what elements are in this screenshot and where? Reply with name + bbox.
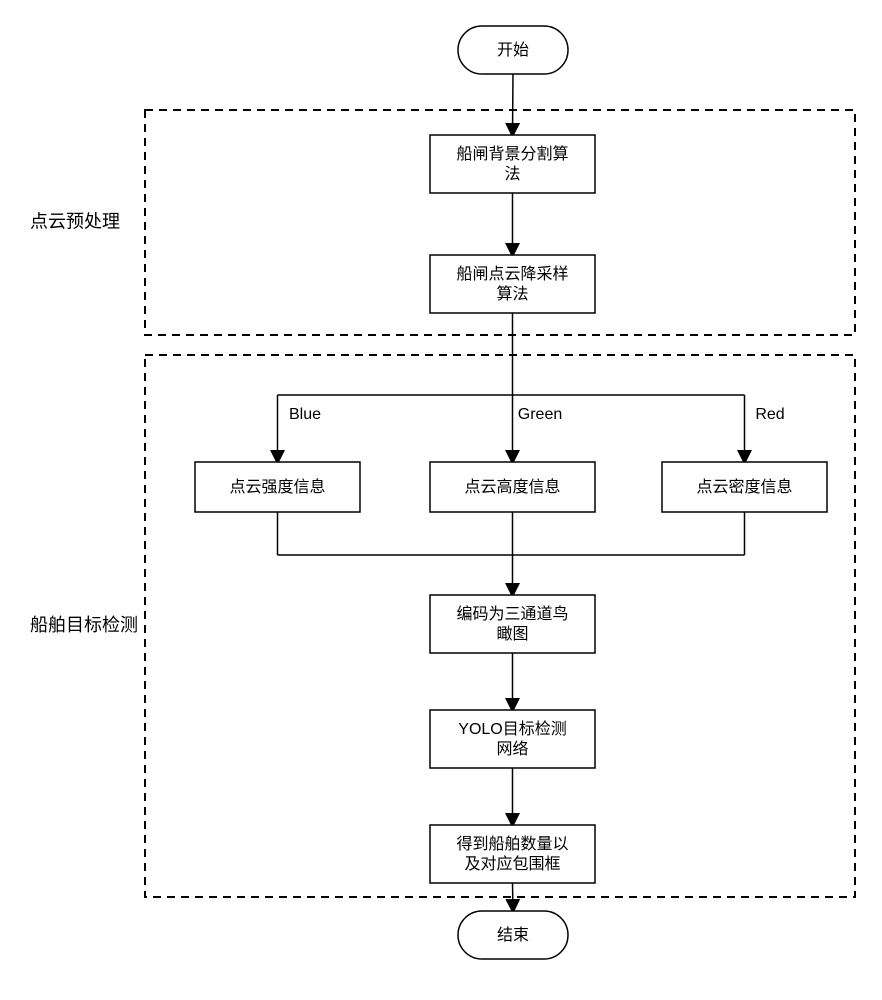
- node-text-result-1: 及对应包围框: [464, 854, 560, 873]
- section-label-detect: 船舶目标检测: [30, 615, 138, 635]
- edge-line: [513, 74, 514, 135]
- node-text-intensity-0: 点云强度信息: [229, 478, 325, 496]
- edge-line: [513, 883, 514, 911]
- node-text-yolo-0: YOLO目标检测: [458, 720, 566, 738]
- end-label: 结束: [497, 926, 529, 944]
- node-downsample: [430, 255, 595, 313]
- branch-label-1: Green: [518, 406, 562, 423]
- node-yolo: [430, 710, 595, 768]
- branch-label-2: Red: [755, 406, 784, 423]
- section-label-preproc: 点云预处理: [30, 211, 120, 231]
- node-text-height-0: 点云高度信息: [464, 478, 560, 496]
- node-text-encode-0: 编码为三通道鸟: [456, 605, 568, 623]
- labels-group: Blue Green Red: [289, 406, 785, 423]
- node-text-density-0: 点云密度信息: [696, 478, 792, 496]
- node-bg_seg: [430, 135, 595, 193]
- node-text-result-0: 得到船舶数量以: [456, 835, 568, 853]
- node-text-downsample-0: 船闸点云降采样: [456, 265, 568, 283]
- node-text-bg_seg-0: 船闸背景分割算: [456, 144, 568, 163]
- node-text-bg_seg-1: 法: [504, 165, 520, 183]
- nodes-group: 船闸背景分割算法船闸点云降采样算法点云强度信息 点云高度信息 点云密度信息编码为三通…: [195, 135, 827, 883]
- node-text-downsample-1: 算法: [496, 284, 528, 303]
- start-label: 开始: [497, 41, 529, 59]
- node-text-yolo-1: 网络: [496, 739, 528, 758]
- branch-label-0: Blue: [289, 406, 321, 423]
- node-result: [430, 825, 595, 883]
- node-encode: [430, 595, 595, 653]
- flowchart-diagram: 点云预处理船舶目标检测 船闸背景分割算法船闸点云降采样算法点云强度信息 点云高度信…: [0, 0, 882, 1000]
- node-text-encode-1: 瞰图: [496, 625, 528, 643]
